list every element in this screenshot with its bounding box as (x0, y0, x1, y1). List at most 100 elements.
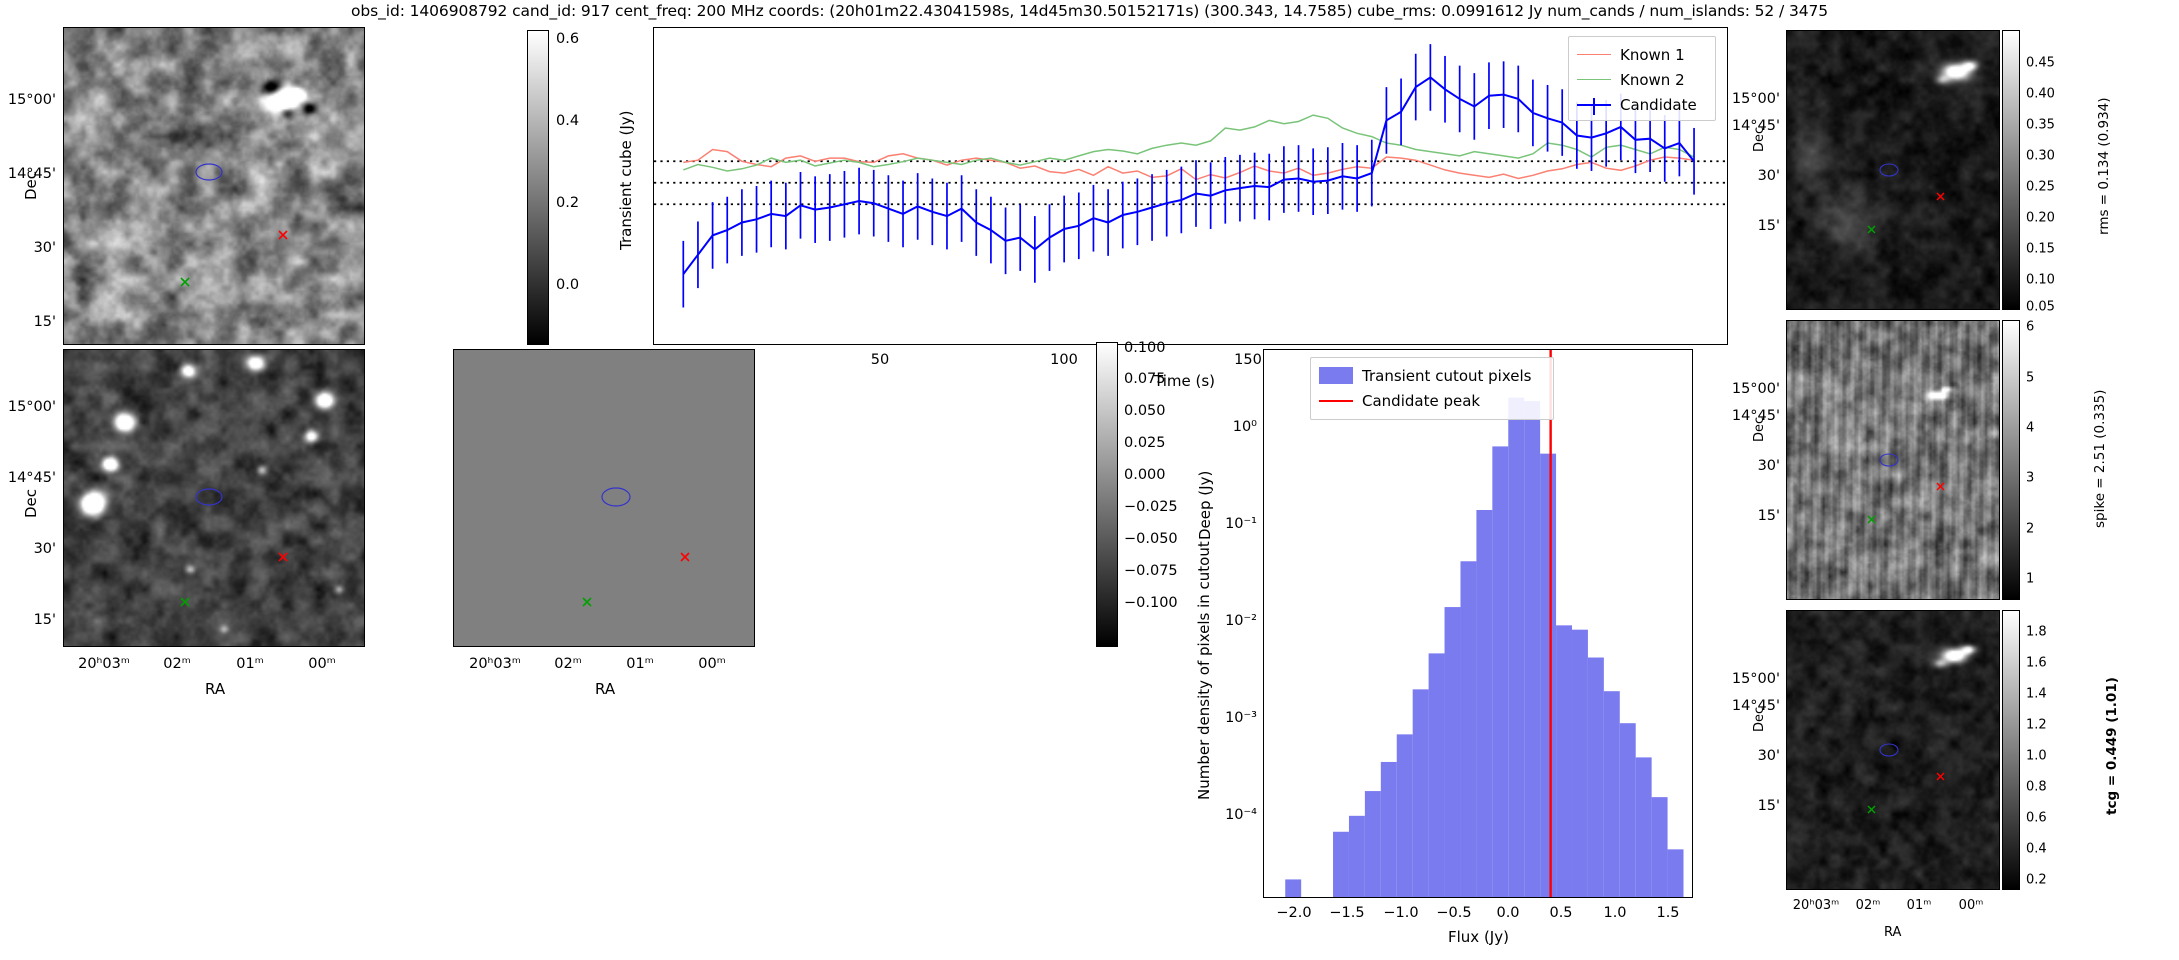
rms-cbar-tick-7: 0.10 (2026, 272, 2055, 288)
tcg-ylabel: Dec (1752, 706, 1767, 732)
histogram-bar (1667, 849, 1684, 897)
tcg-cbar-tick-1: 1.6 (2026, 655, 2047, 671)
histogram-bar (1364, 791, 1381, 897)
spike-cbar-tick-4: 2 (2026, 521, 2035, 537)
tcg-dec-tick-0: 15°00' (1731, 671, 1780, 687)
spike-dec-tick-0: 15°00' (1731, 381, 1780, 397)
spike-dec-tick-3: 15' (1757, 508, 1780, 524)
gleam-ra-tick-3: 00ᵐ (308, 656, 336, 672)
cutout-pixels-swatch-icon (1319, 367, 1353, 384)
tcg-colorbar (2002, 610, 2020, 890)
transient-cbar-tick-2: 0.2 (556, 195, 580, 211)
deep-cbar-tick-7: −0.075 (1124, 563, 1178, 579)
histogram-bar (1556, 625, 1572, 897)
legend-label: Known 2 (1620, 70, 1685, 89)
deep-xlabel: RA (595, 680, 616, 698)
tcg-dec-tick-2: 30' (1757, 748, 1780, 764)
legend-item-candidate-peak: Candidate peak (1319, 388, 1545, 413)
tcg-dec-tick-1: 14°45' (1731, 698, 1780, 714)
rms-cbar-tick-0: 0.45 (2026, 55, 2055, 71)
hist-ytick-3: 10⁻³ (1225, 710, 1257, 726)
known1-line-icon (1577, 54, 1611, 55)
transient-cbar-tick-0: 0.6 (556, 31, 580, 47)
rms-cbar-tick-1: 0.40 (2026, 86, 2055, 102)
panel-lightcurve[interactable] (653, 27, 1728, 345)
series-known-2 (683, 114, 1695, 172)
gleam-dec-tick-0: 15°00' (7, 399, 56, 415)
histogram-bar (1444, 607, 1461, 897)
rms-cbar-label: rms = 0.134 (0.934) (2096, 97, 2112, 235)
deep-colorbar (1096, 342, 1118, 647)
legend-label: Transient cutout pixels (1362, 366, 1532, 385)
histogram-bar (1619, 723, 1636, 897)
histogram-bar (1348, 815, 1365, 897)
panel-spike-map-image[interactable] (1786, 320, 2000, 600)
panel-gleam-image[interactable] (63, 349, 365, 647)
spike-dec-tick-1: 14°45' (1731, 408, 1780, 424)
histogram-legend: Transient cutout pixels Candidate peak (1310, 357, 1554, 420)
histogram-bar (1380, 761, 1397, 897)
spike-cbar-label: spike = 2.51 (0.335) (2092, 389, 2108, 528)
histogram-bar (1635, 757, 1652, 897)
tcg-cbar-tick-4: 1.0 (2026, 748, 2047, 764)
rms-cbar-tick-3: 0.30 (2026, 148, 2055, 164)
tcg-ra-tick-2: 01ᵐ (1906, 898, 1932, 913)
rms-dec-tick-3: 15' (1757, 218, 1780, 234)
hist-ytick-4: 10⁻⁴ (1225, 807, 1257, 823)
deep-cbar-tick-6: −0.050 (1124, 531, 1178, 547)
legend-label: Known 1 (1620, 45, 1685, 64)
spike-cbar-tick-0: 6 (2026, 319, 2035, 335)
panel-tcg-map-image[interactable] (1786, 610, 2000, 890)
histogram-bar (1651, 797, 1668, 897)
histogram-bar (1476, 509, 1493, 897)
gleam-dec-tick-3: 15' (33, 612, 56, 628)
candidate-peak-line-icon (1319, 399, 1353, 402)
tcg-cbar-tick-5: 0.8 (2026, 779, 2047, 795)
histogram-bar (1540, 453, 1557, 897)
tcg-ra-tick-1: 02ᵐ (1855, 898, 1881, 913)
hist-xtick-2: −1.0 (1383, 905, 1419, 921)
rms-ylabel: Dec (1752, 126, 1767, 152)
histogram-bars (1285, 397, 1684, 897)
rms-dec-tick-0: 15°00' (1731, 91, 1780, 107)
histogram-bar (1508, 397, 1525, 897)
tcg-ra-tick-3: 00ᵐ (1958, 898, 1984, 913)
lightcurve-plot (654, 44, 1727, 308)
panel-rms-map-image[interactable] (1786, 30, 2000, 310)
deep-cbar-tick-0: 0.100 (1124, 340, 1166, 356)
spike-ylabel: Dec (1752, 416, 1767, 442)
panel-flux-histogram[interactable] (1263, 349, 1693, 898)
deep-cbar-tick-2: 0.050 (1124, 403, 1166, 419)
tcg-map-canvas (1787, 611, 1999, 889)
transient-dec-tick-1: 14°45' (7, 166, 56, 182)
tcg-ra-tick-0: 20ʰ03ᵐ (1792, 898, 1840, 913)
deep-cbar-tick-8: −0.100 (1124, 595, 1178, 611)
spike-dec-tick-2: 30' (1757, 458, 1780, 474)
rms-cbar-tick-8: 0.05 (2026, 299, 2055, 315)
hist-xtick-0: −2.0 (1276, 905, 1312, 921)
histogram-xlabel: Flux (Jy) (1448, 928, 1509, 946)
known2-line-icon (1577, 79, 1611, 80)
panel-deep-image[interactable] (453, 349, 755, 647)
gleam-dec-tick-2: 30' (33, 541, 56, 557)
spike-map-canvas (1787, 321, 1999, 599)
histogram-ylabel: Number density of pixels in cutout (1195, 541, 1213, 800)
lc-xtick-3: 150 (1234, 352, 1262, 368)
rms-cbar-tick-5: 0.20 (2026, 210, 2055, 226)
legend-label: Candidate (1620, 95, 1697, 114)
deep-ra-tick-2: 01ᵐ (626, 656, 654, 672)
deep-cbar-tick-4: 0.000 (1124, 467, 1166, 483)
gleam-xlabel: RA (205, 680, 226, 698)
transient-cbar-tick-3: 0.0 (556, 277, 580, 293)
tcg-xlabel: RA (1884, 925, 1902, 940)
legend-item-known2: Known 2 (1577, 67, 1707, 92)
legend-label: Candidate peak (1362, 391, 1481, 410)
panel-transient-cube-image[interactable] (63, 27, 365, 345)
deep-ra-tick-1: 02ᵐ (554, 656, 582, 672)
hist-xtick-7: 1.5 (1656, 905, 1680, 921)
tcg-cbar-tick-3: 1.2 (2026, 717, 2047, 733)
hist-ytick-0: 10⁰ (1232, 419, 1257, 435)
gleam-ra-tick-2: 01ᵐ (236, 656, 264, 672)
transient-dec-tick-0: 15°00' (7, 92, 56, 108)
